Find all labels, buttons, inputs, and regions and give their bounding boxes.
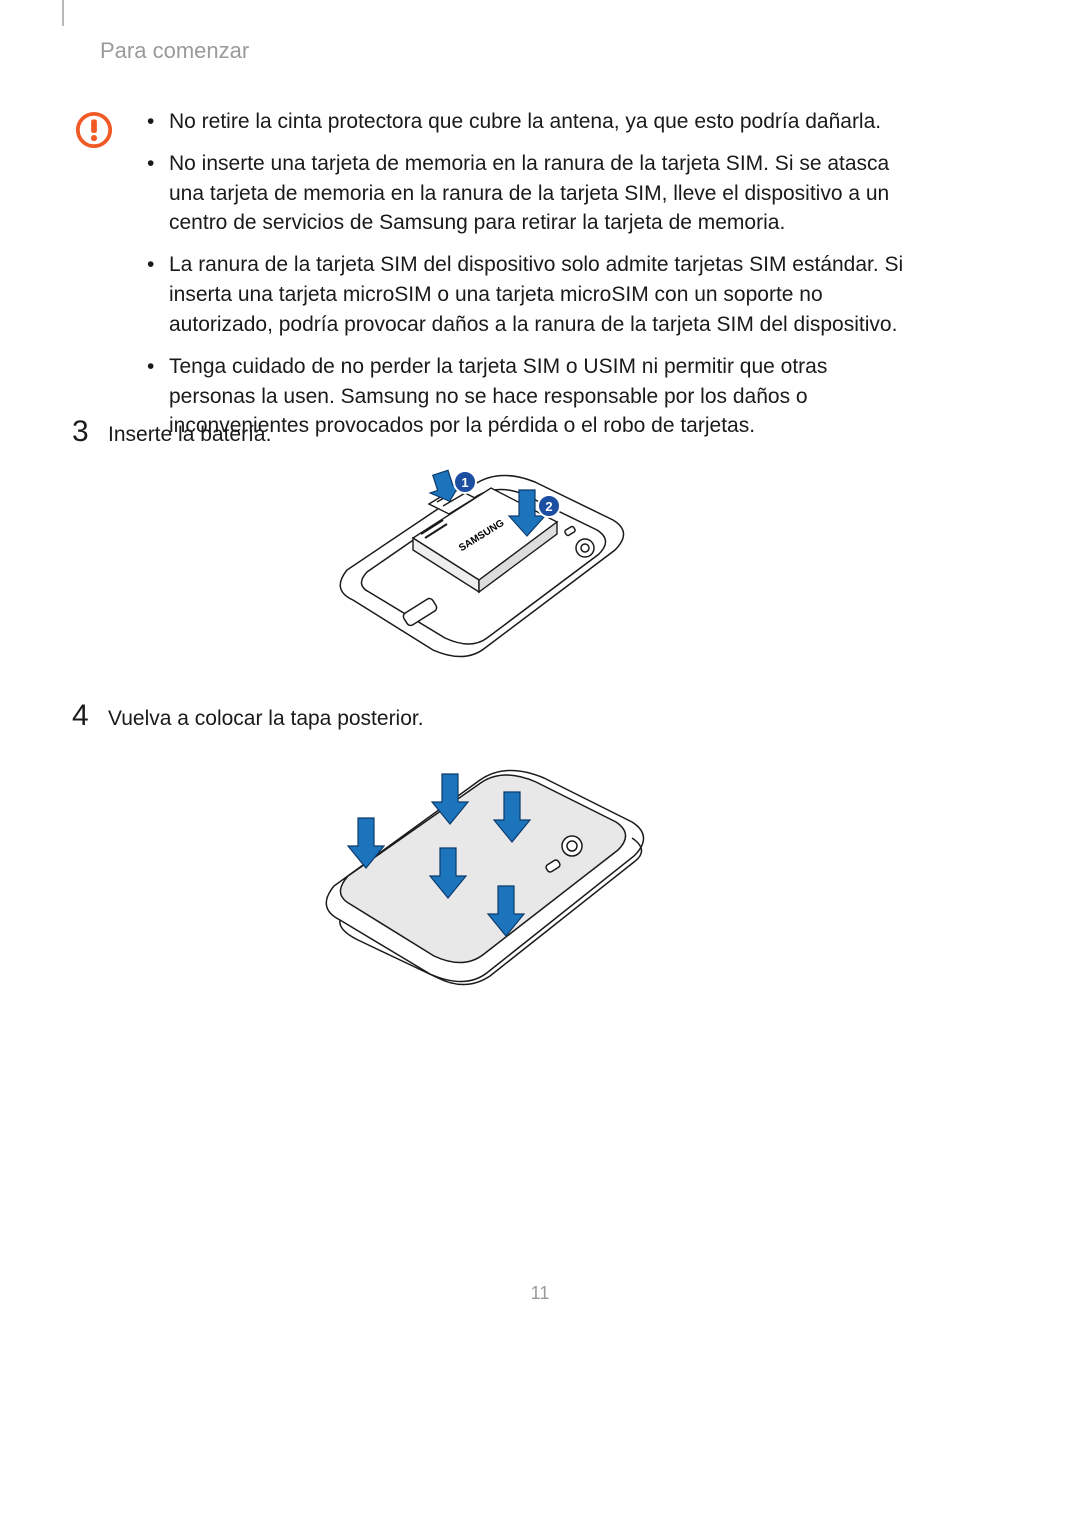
warning-icon xyxy=(75,111,113,149)
section-header: Para comenzar xyxy=(100,38,249,64)
warning-list: No retire la cinta protectora que cubre … xyxy=(141,107,909,453)
step-text: Inserte la batería. xyxy=(108,420,271,449)
step-number: 4 xyxy=(72,699,108,733)
step-4: 4 Vuelva a colocar la tapa posterior. xyxy=(72,699,424,733)
warning-item: La ranura de la tarjeta SIM del disposit… xyxy=(141,250,909,339)
warning-item: No retire la cinta protectora que cubre … xyxy=(141,107,909,137)
page-number: 11 xyxy=(0,1283,1080,1304)
step-text: Vuelva a colocar la tapa posterior. xyxy=(108,704,424,733)
step-3: 3 Inserte la batería. xyxy=(72,415,271,449)
callout-badge: 2 xyxy=(538,495,560,517)
figure-insert-battery: SAMSUNG 1 2 xyxy=(325,460,635,680)
svg-text:1: 1 xyxy=(461,475,468,490)
step-number: 3 xyxy=(72,415,108,449)
callout-badge: 1 xyxy=(454,471,476,493)
warning-item: No inserte una tarjeta de memoria en la … xyxy=(141,149,909,238)
figure-replace-cover xyxy=(310,750,655,1000)
warning-block: No retire la cinta protectora que cubre … xyxy=(75,107,909,453)
svg-text:2: 2 xyxy=(545,499,552,514)
header-divider xyxy=(62,0,64,26)
